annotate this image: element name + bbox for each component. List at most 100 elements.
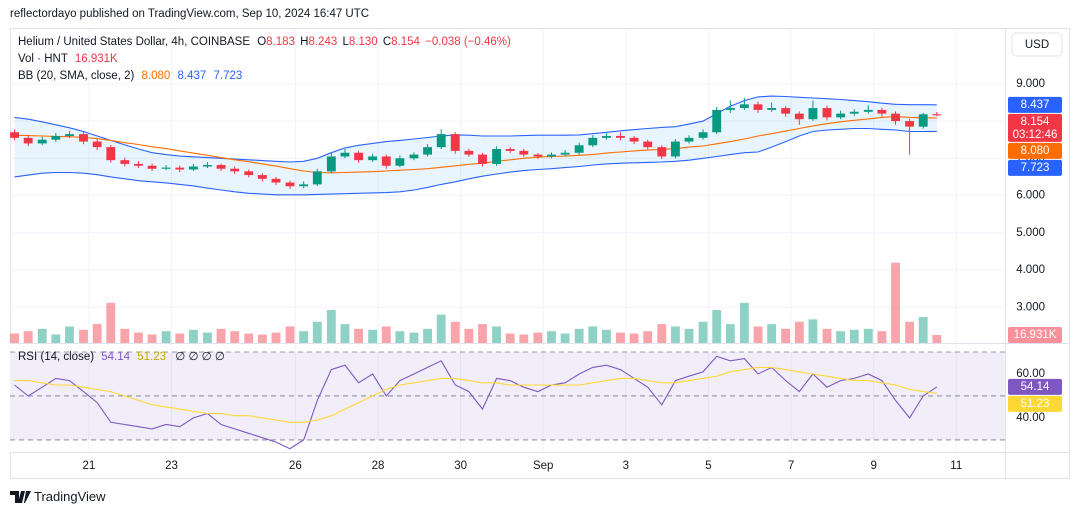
volume-bar (698, 321, 708, 343)
volume-bar (92, 324, 102, 343)
candle-body (794, 113, 804, 120)
volume-bar (918, 317, 928, 343)
bb-basis-line (14, 116, 937, 174)
candle-body (368, 156, 378, 161)
candle-body (533, 154, 543, 157)
candle-body (836, 113, 846, 118)
candle-body (106, 147, 116, 161)
candle-body (849, 111, 859, 114)
volume-bar (533, 332, 543, 343)
candle-body (92, 141, 102, 148)
y-tick-label: 3.000 (1016, 301, 1045, 313)
candle-body (10, 132, 19, 138)
volume-bar (368, 329, 378, 343)
ohlc-value: 8.130 (349, 36, 378, 48)
ohlc-letter: H (300, 36, 308, 48)
volume-bar (932, 335, 942, 343)
candle-body (354, 152, 364, 161)
candle-body (698, 132, 708, 138)
volume-bar (244, 333, 254, 343)
chart-frame (10, 28, 1070, 479)
candle-body (643, 141, 653, 148)
volume-value: 16.931K (75, 53, 118, 65)
currency-label[interactable]: USD (1025, 39, 1049, 51)
rsi-tick-label: 40.00 (1016, 412, 1045, 424)
ohlc-value: 8.154 (391, 36, 420, 48)
volume-bar (753, 326, 763, 343)
rsi-tick-label: 60.00 (1016, 368, 1045, 380)
ohlc-value: 8.243 (308, 36, 337, 48)
volume-bar (505, 333, 515, 343)
candle-body (629, 137, 639, 142)
volume-bar (450, 321, 460, 343)
volume-bar (574, 328, 584, 343)
rsi-extra: ∅ ∅ ∅ ∅ (175, 351, 225, 363)
candle-body (574, 145, 584, 153)
volume-bar (492, 326, 501, 343)
candle-body (51, 135, 61, 140)
x-tick-label: 30 (454, 460, 467, 472)
volume-bar (299, 331, 309, 343)
volume-bar (781, 328, 791, 343)
volume-bar (120, 328, 130, 343)
candle-body (312, 171, 322, 185)
volume-bar (629, 333, 639, 343)
published-line: reflectordayo published on TradingView.c… (10, 8, 369, 20)
candle-body (23, 137, 33, 144)
last-price-tag: 8.154 (1021, 116, 1050, 128)
candle-body (616, 135, 625, 138)
volume-bar (836, 331, 846, 343)
volume-bar (863, 328, 873, 343)
volume-bar (849, 329, 859, 343)
rsi-label: RSI (14, close) (18, 351, 94, 363)
candle-body (891, 113, 900, 122)
candle-body (478, 154, 487, 164)
candle-body (767, 108, 777, 110)
brand-logo: TradingView (10, 489, 106, 504)
volume-bar (588, 326, 598, 343)
rsi-legend: RSI (14, close) 54.14 51.23 ∅ ∅ ∅ ∅ (18, 351, 225, 363)
y-tick-label: 4.000 (1016, 264, 1045, 276)
candle-body (436, 134, 446, 148)
candle-body (271, 178, 281, 183)
candle-body (657, 147, 667, 157)
volume-bar (478, 324, 487, 343)
candle-body (492, 149, 501, 164)
bb-legend: BB (20, SMA, close, 2) 8.080 8.437 7.723 (18, 70, 242, 82)
volume-bar (203, 332, 212, 343)
bb-basis-value: 8.080 (142, 70, 171, 82)
volume-tag: 16.931K (1014, 329, 1057, 341)
symbol-legend: Helium / United States Dollar, 4h, COINB… (18, 36, 511, 48)
candle-body (395, 158, 405, 166)
currency-button[interactable] (1011, 32, 1063, 57)
volume-bar (670, 326, 680, 343)
candle-body (822, 108, 832, 118)
volume-bar (340, 324, 350, 343)
logo-icon (10, 491, 31, 503)
candle-body (753, 104, 763, 110)
candle-body (65, 134, 74, 136)
candle-body (450, 134, 460, 151)
volume-bar (326, 309, 336, 343)
grid-layer (10, 28, 1005, 452)
volume-bar (65, 326, 74, 343)
symbol: Helium / United States Dollar, 4h, COINB… (18, 36, 250, 48)
candle-body (684, 137, 694, 142)
axis-layer: 3.0004.0005.0006.0007.0008.0009.00021232… (82, 78, 1062, 472)
candle-body (326, 156, 336, 172)
volume-bar (51, 334, 61, 343)
candle-body (932, 114, 942, 116)
volume-label: Vol · HNT (18, 53, 68, 65)
y-tick-label: 5.000 (1016, 227, 1045, 239)
volume-bar (547, 331, 556, 343)
change: −0.038 (−0.46%) (425, 36, 511, 48)
candle-body (79, 134, 88, 142)
candle-body (918, 114, 928, 127)
bb-upper-tag: 8.437 (1021, 99, 1050, 111)
volume-bar (312, 321, 322, 343)
volume-bar (230, 331, 240, 343)
x-tick-label: 28 (372, 460, 385, 472)
volume-bar (216, 328, 226, 343)
candle-body (409, 154, 419, 159)
candle-body (712, 109, 722, 133)
